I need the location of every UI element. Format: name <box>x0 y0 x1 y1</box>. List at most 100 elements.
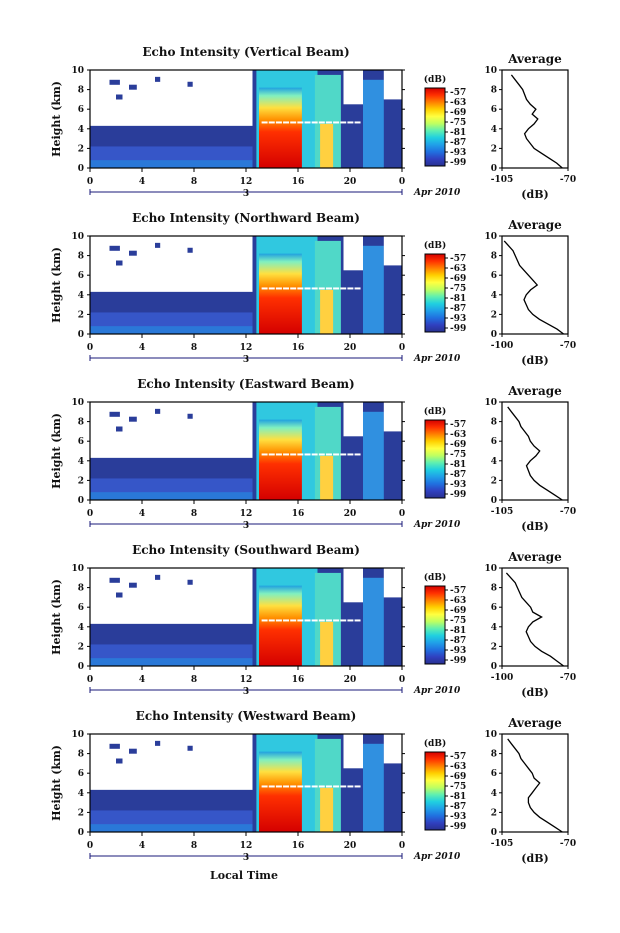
colorbar-tick-label: -63 <box>450 264 466 274</box>
colorbar-tick-label: -75 <box>450 616 466 626</box>
bright-band-mark <box>333 453 340 456</box>
average-x-tick-label: -70 <box>560 673 576 683</box>
date-label: Apr 2010 <box>413 354 461 364</box>
date-label: Apr 2010 <box>413 686 461 696</box>
x-tick-label: 4 <box>139 343 145 353</box>
colorbar-tick-label: -81 <box>450 128 466 138</box>
bright-band-mark <box>354 785 361 788</box>
y-tick-label: 0 <box>78 164 84 174</box>
heatmap-field <box>90 402 402 500</box>
colorbar-tick-label: -57 <box>450 420 466 430</box>
colorbar <box>424 253 446 333</box>
average-y-tick-label: 4 <box>491 789 497 799</box>
bright-band-mark <box>325 121 332 124</box>
heatmap-field <box>90 236 402 334</box>
average-y-tick-label: 4 <box>491 457 497 467</box>
bright-band-mark <box>268 453 275 456</box>
bright-band-mark <box>297 287 304 290</box>
bright-band-mark <box>318 287 325 290</box>
y-tick-label: 6 <box>78 437 84 447</box>
echo-patch <box>109 411 120 417</box>
average-x-tick-label: -105 <box>491 507 514 517</box>
x-tick-label: 0 <box>399 675 405 685</box>
colorbar-tick-label: -99 <box>450 822 466 832</box>
bright-band-mark <box>325 287 332 290</box>
echo-cell-late <box>363 79 384 168</box>
average-y-tick-label: 6 <box>491 769 497 779</box>
y-axis-label: Height (km) <box>50 247 63 323</box>
y-tick-label: 10 <box>71 730 84 740</box>
y-axis-label: Height (km) <box>50 413 63 489</box>
average-y-tick-label: 8 <box>491 750 497 760</box>
colorbar-unit: (dB) <box>424 738 446 749</box>
average-y-tick-label: 0 <box>491 164 497 174</box>
day-marker: 3 <box>243 687 249 697</box>
panel-2: Echo Intensity (Northward Beam) 0 2 4 6 8 10 0 4… <box>50 211 576 367</box>
average-xlabel: (dB) <box>521 520 548 533</box>
bright-band-mark <box>311 121 318 124</box>
average-y-tick-label: 8 <box>491 418 497 428</box>
x-axis-label: Local Time <box>210 869 278 882</box>
echo-layer-surface <box>90 824 253 832</box>
average-y-tick-label: 0 <box>491 662 497 672</box>
panel-title: Echo Intensity (Vertical Beam) <box>142 45 349 59</box>
bright-band-mark <box>304 785 311 788</box>
average-y-tick-label: 10 <box>484 564 497 574</box>
y-tick-label: 0 <box>78 662 84 672</box>
average-profile-line <box>510 74 563 169</box>
average-title: Average <box>507 218 562 232</box>
no-data-gap <box>343 568 363 603</box>
colorbar-tick-label: -57 <box>450 88 466 98</box>
colorbar-tick-label: -93 <box>450 812 466 822</box>
x-tick-label: 4 <box>139 841 145 851</box>
bright-band-mark <box>297 121 304 124</box>
echo-patch <box>155 408 161 414</box>
average-x-tick-label: -70 <box>560 507 576 517</box>
no-data-gap <box>383 236 402 266</box>
average-y-tick-label: 8 <box>491 584 497 594</box>
colorbar-tick-label: -81 <box>450 792 466 802</box>
y-tick-label: 2 <box>78 144 84 154</box>
colorbar-tick-label: -99 <box>450 490 466 500</box>
colorbar-tick-label: -81 <box>450 460 466 470</box>
colorbar-tick-label: -69 <box>450 606 466 616</box>
y-tick-label: 2 <box>78 476 84 486</box>
colorbar-tick-label: -93 <box>450 480 466 490</box>
y-tick-label: 8 <box>78 86 84 96</box>
average-xlabel: (dB) <box>521 354 548 367</box>
bright-band-mark <box>354 287 361 290</box>
y-tick-label: 10 <box>71 398 84 408</box>
no-data-gap <box>343 402 363 437</box>
bright-band-mark <box>354 619 361 622</box>
bright-band-mark <box>311 619 318 622</box>
average-y-tick-label: 0 <box>491 828 497 838</box>
echo-patch <box>129 416 137 422</box>
bright-band-mark <box>318 785 325 788</box>
x-tick-label: 8 <box>191 675 197 685</box>
x-tick-label: 16 <box>292 841 305 851</box>
colorbar <box>424 419 446 499</box>
colorbar-tick-label: -93 <box>450 148 466 158</box>
colorbar-tick-label: -93 <box>450 314 466 324</box>
bright-band-mark <box>283 453 290 456</box>
average-y-tick-label: 10 <box>484 232 497 242</box>
echo-patch <box>129 582 137 588</box>
bright-band-mark <box>297 785 304 788</box>
colorbar <box>424 585 446 665</box>
echo-patch <box>129 84 137 90</box>
echo-patch <box>116 260 123 266</box>
colorbar-tick-label: -69 <box>450 772 466 782</box>
average-y-tick-label: 10 <box>484 730 497 740</box>
x-tick-label: 0 <box>399 343 405 353</box>
average-title: Average <box>507 52 562 66</box>
colorbar-tick-label: -57 <box>450 254 466 264</box>
average-profile-line <box>507 738 563 833</box>
echo-cell-late <box>363 577 384 666</box>
bright-band-mark <box>347 785 354 788</box>
x-tick-label: 12 <box>240 675 253 685</box>
average-x-tick-label: -105 <box>491 175 514 185</box>
x-tick-label: 12 <box>240 841 253 851</box>
colorbar-tick-label: -69 <box>450 440 466 450</box>
colorbar <box>424 751 446 831</box>
